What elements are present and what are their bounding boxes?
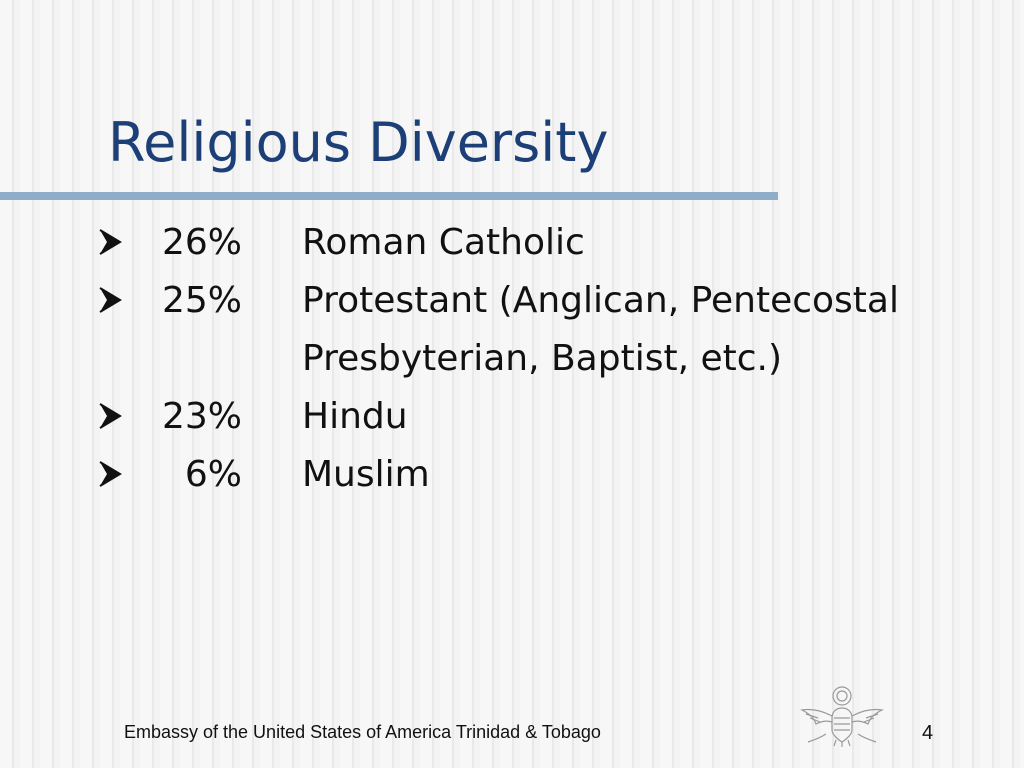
percent-value: 6% xyxy=(184,454,242,495)
list-item-continuation: Presbyterian, Baptist, etc.) xyxy=(98,334,998,392)
bullet-list: 26% Roman Catholic 25% Protestant (Angli… xyxy=(98,218,998,508)
arrow-bullet-icon xyxy=(99,461,122,487)
religion-label: Protestant (Anglican, Pentecostal xyxy=(302,280,899,321)
list-item: 23% Hindu xyxy=(98,392,998,450)
arrow-bullet-icon xyxy=(99,403,122,429)
list-item: 26% Roman Catholic xyxy=(98,218,998,276)
religion-label: Muslim xyxy=(302,454,430,495)
religion-label-continuation: Presbyterian, Baptist, etc.) xyxy=(302,338,783,379)
great-seal-eagle-icon xyxy=(800,686,884,747)
arrow-bullet-icon xyxy=(99,287,122,313)
list-item: 6% Muslim xyxy=(98,450,998,508)
arrow-bullet-icon xyxy=(99,229,122,255)
religion-label: Roman Catholic xyxy=(302,222,585,263)
footer-text: Embassy of the United States of America … xyxy=(124,722,601,742)
percent-value: 23% xyxy=(161,396,242,437)
slide-title: Religious Diversity xyxy=(108,111,609,174)
religion-label: Hindu xyxy=(302,396,408,437)
page-number: 4 xyxy=(922,722,934,744)
title-divider xyxy=(0,192,778,200)
percent-value: 25% xyxy=(161,280,242,321)
list-item: 25% Protestant (Anglican, Pentecostal xyxy=(98,276,998,334)
percent-value: 26% xyxy=(161,222,242,263)
